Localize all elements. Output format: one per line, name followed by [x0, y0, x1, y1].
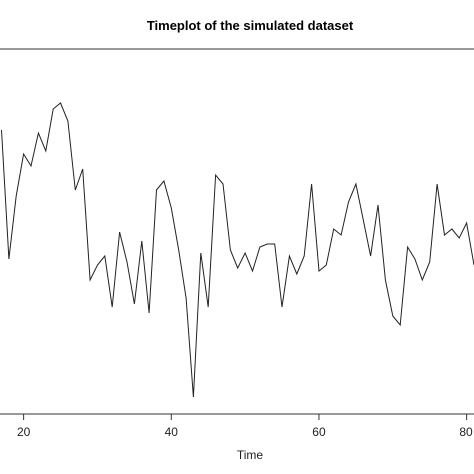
x-tick-label: 80 — [459, 425, 473, 439]
series-line — [1, 102, 474, 398]
x-tick-label: 20 — [17, 425, 31, 439]
x-axis-label: Time — [237, 448, 264, 462]
chart-title: Timeplot of the simulated dataset — [147, 18, 354, 33]
x-axis: 20 40 60 80 — [17, 414, 473, 439]
x-tick-label: 40 — [165, 425, 179, 439]
plot-frame — [0, 48, 474, 415]
x-tick-label: 60 — [312, 425, 326, 439]
